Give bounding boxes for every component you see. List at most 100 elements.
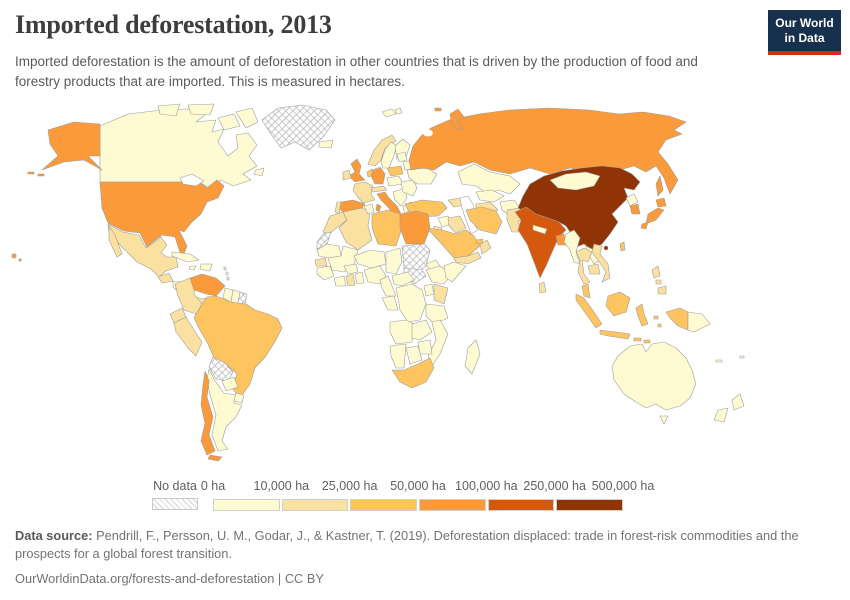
country-south-korea[interactable] [629,203,641,215]
country-iceland[interactable] [318,139,334,149]
legend-no-data-swatch[interactable] [152,498,198,510]
legend-no-data[interactable]: No data [152,479,198,510]
country-indonesia-sumatra[interactable] [575,293,603,329]
country-canada-island[interactable] [217,113,241,131]
country-usa-aleutians[interactable] [37,173,45,177]
country-nepal[interactable] [532,224,548,235]
country-iran[interactable] [465,206,503,235]
country-taiwan[interactable] [619,241,626,252]
country-philippines-luzon[interactable] [651,265,661,279]
country-ivory-coast[interactable] [333,275,347,287]
country-usa[interactable] [99,179,225,260]
country-uganda[interactable] [423,283,435,297]
country-united-kingdom[interactable] [348,158,366,183]
country-usa-alaska[interactable] [41,121,103,171]
legend-bin-3[interactable] [419,499,486,511]
country-indonesia-java[interactable] [599,329,631,340]
country-papua-new-guinea[interactable] [687,311,711,333]
country-namibia[interactable] [389,343,407,369]
country-usa-hawaii[interactable] [18,258,22,262]
country-new-zealand-south[interactable] [713,407,729,423]
country-hong-kong[interactable] [603,245,609,251]
country-germany[interactable] [370,167,386,185]
country-uruguay[interactable] [233,392,245,404]
country-french-guiana[interactable] [237,291,248,305]
country-italy-sardinia[interactable] [375,203,382,213]
country-russia-sakhalin[interactable] [655,175,664,197]
country-senegal[interactable] [314,257,328,267]
country-canada-island[interactable] [235,107,259,129]
citation-link[interactable]: OurWorldinData.org/forests-and-deforesta… [15,571,324,587]
country-philippines-mindanao[interactable] [657,285,667,295]
country-tasmania[interactable] [659,415,669,425]
legend-bin-1[interactable] [281,499,349,511]
country-cameroon[interactable] [379,275,397,297]
country-yemen[interactable] [453,251,482,265]
country-new-caledonia[interactable] [715,359,723,363]
country-lesser-antilles[interactable] [223,266,227,271]
owid-logo[interactable]: Our World in Data [768,10,841,55]
country-fiji[interactable] [739,355,745,359]
country-india[interactable] [514,206,567,279]
country-peru[interactable] [173,316,203,357]
country-uzbekistan[interactable] [475,189,505,203]
country-svalbard[interactable] [381,108,397,118]
country-sweden[interactable] [380,141,398,169]
country-kazakhstan[interactable] [457,163,521,195]
country-zimbabwe[interactable] [417,339,433,355]
country-indonesia-west-papua[interactable] [665,307,689,331]
country-lesser-antilles[interactable] [225,271,229,276]
country-portugal[interactable] [334,201,342,215]
country-chile[interactable] [200,370,216,456]
country-malawi-mozambique[interactable] [427,319,449,367]
country-mexico-baja[interactable] [108,225,123,258]
world-map[interactable] [10,103,840,465]
country-venezuela[interactable] [189,273,226,297]
country-chad[interactable] [385,247,403,275]
legend-bin-0[interactable] [213,499,280,511]
country-zambia[interactable] [411,319,433,341]
country-borneo[interactable] [605,291,631,317]
country-svalbard[interactable] [394,107,403,115]
country-russia-novaya-zemlya[interactable] [449,108,466,131]
country-switzerland-austria[interactable] [370,185,388,193]
country-canada-island[interactable] [157,103,181,117]
country-libya[interactable] [371,209,403,247]
country-china[interactable] [517,165,641,251]
legend-bin-5[interactable] [556,499,624,511]
country-russia-franz-josef[interactable] [434,107,442,112]
country-central-african-republic[interactable] [391,271,415,287]
country-indonesia-sulawesi[interactable] [635,303,649,327]
country-paraguay[interactable] [221,376,239,392]
country-gabon-congo[interactable] [381,295,399,311]
country-japan-hokkaido[interactable] [655,197,667,208]
country-madagascar[interactable] [464,339,481,375]
country-south-africa[interactable] [391,357,435,389]
country-sri-lanka[interactable] [538,281,547,294]
country-lesser-antilles[interactable] [226,276,230,281]
country-somalia[interactable] [443,261,467,283]
country-indonesia-lesser-sunda[interactable] [633,337,642,342]
country-cuba[interactable] [171,251,200,263]
country-botswana[interactable] [405,345,423,365]
country-baltics[interactable] [396,151,408,163]
legend-bin-4[interactable] [487,499,555,511]
country-indonesia-moluccas[interactable] [653,315,659,320]
country-cambodia[interactable] [587,263,601,275]
country-hispaniola[interactable] [199,263,213,272]
country-togo-benin[interactable] [354,271,365,285]
country-angola[interactable] [389,319,415,345]
country-tunisia[interactable] [363,203,375,215]
country-niger[interactable] [353,249,387,269]
country-mexico[interactable] [107,223,179,278]
country-indonesia-moluccas[interactable] [657,323,662,328]
country-russia[interactable] [408,107,687,195]
country-jamaica[interactable] [188,265,197,271]
country-thailand[interactable] [575,247,593,285]
country-philippines-visayas[interactable] [655,279,662,285]
country-romania-bulgaria[interactable] [400,179,418,197]
country-canada-island[interactable] [187,103,215,116]
country-poland[interactable] [386,165,404,177]
country-malaysia[interactable] [581,283,591,299]
country-argentina[interactable] [206,368,243,452]
